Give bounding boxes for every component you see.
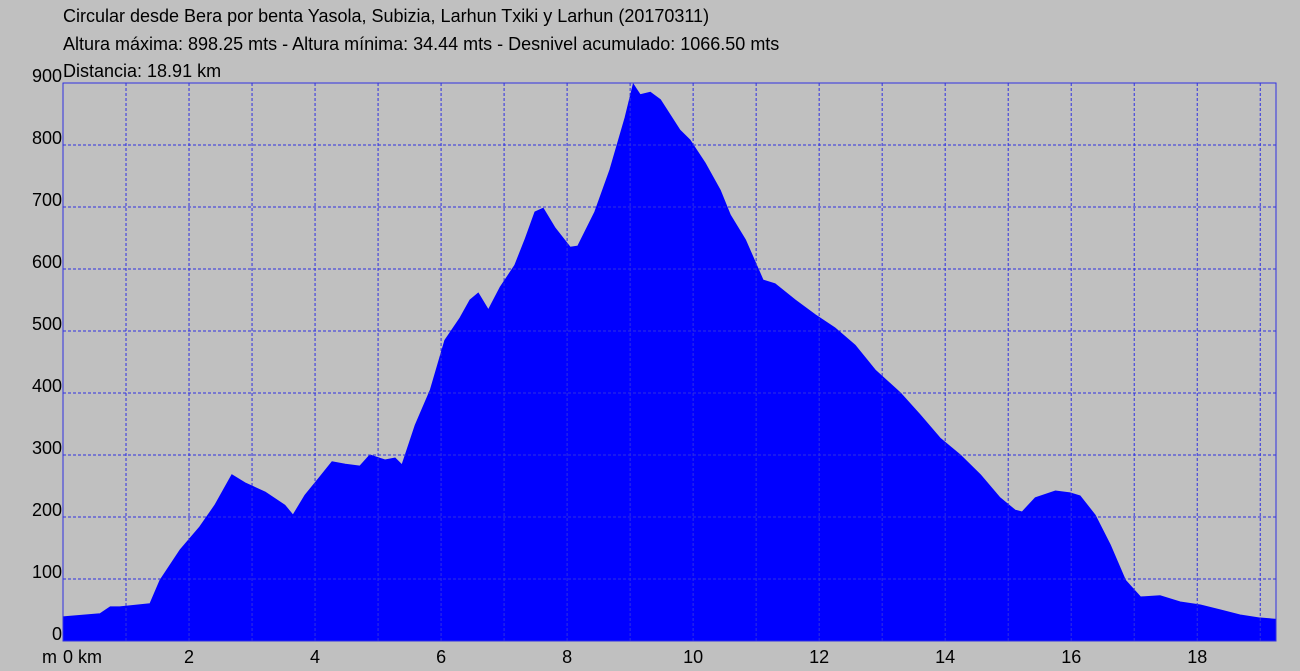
- y-tick-label: 600: [32, 252, 62, 272]
- chart-subtitle: Altura máxima: 898.25 mts - Altura mínim…: [63, 34, 779, 54]
- y-tick-label: 300: [32, 438, 62, 458]
- y-tick-label: 100: [32, 562, 62, 582]
- x-tick-label: 12: [809, 647, 829, 667]
- y-tick-label: 700: [32, 190, 62, 210]
- x-tick-label: 16: [1061, 647, 1081, 667]
- plot-frame: [62, 82, 1277, 642]
- x-tick-label: 10: [683, 647, 703, 667]
- x-tick-label: 8: [562, 647, 572, 667]
- x-tick-label: 2: [184, 647, 194, 667]
- y-tick-label: 800: [32, 128, 62, 148]
- x-tick-label: 0 km: [63, 647, 102, 667]
- y-tick-label: 200: [32, 500, 62, 520]
- x-tick-label: 4: [310, 647, 320, 667]
- y-tick-label: 0: [52, 624, 62, 644]
- chart-title: Circular desde Bera por benta Yasola, Su…: [63, 6, 709, 26]
- y-tick-label: 400: [32, 376, 62, 396]
- y-tick-label: 500: [32, 314, 62, 334]
- x-tick-label: 6: [436, 647, 446, 667]
- x-tick-label: 18: [1187, 647, 1207, 667]
- y-tick-label: 900: [32, 66, 62, 86]
- y-axis-label: m: [42, 647, 57, 667]
- elevation-area: [62, 83, 1277, 642]
- distance-note: Distancia: 18.91 km: [63, 61, 221, 81]
- x-tick-label: 14: [935, 647, 955, 667]
